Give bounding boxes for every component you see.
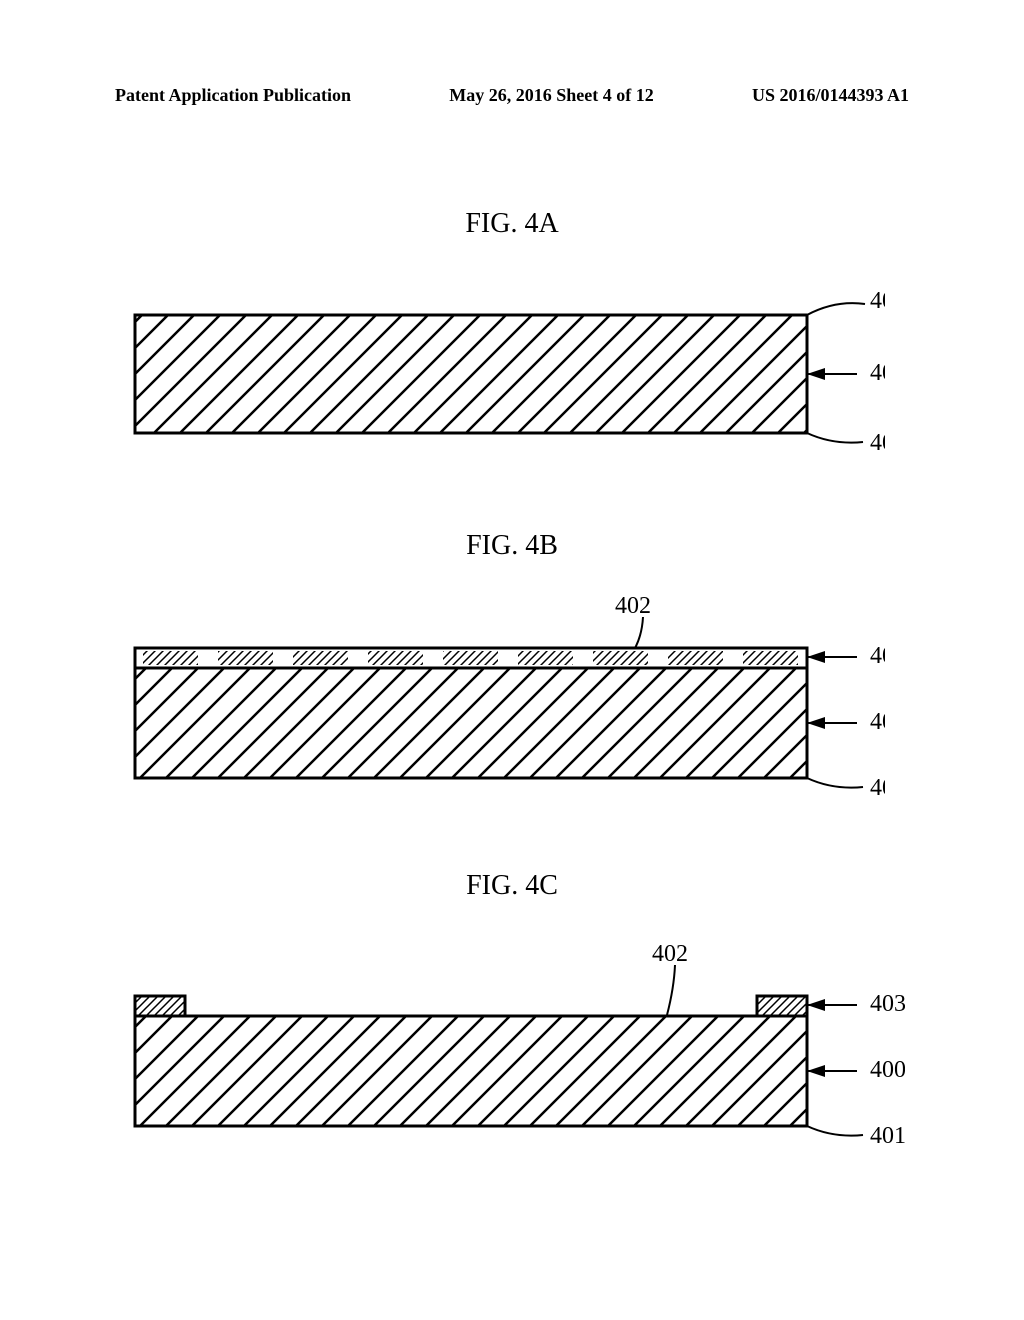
- figure-4a: 402 400 401: [115, 290, 885, 460]
- label-402-top: 402: [652, 943, 688, 967]
- label-402: 402: [870, 290, 885, 314]
- header-right: US 2016/0144393 A1: [752, 85, 909, 106]
- label-400: 400: [870, 1057, 905, 1083]
- label-401: 401: [870, 775, 885, 801]
- label-401: 401: [870, 430, 885, 456]
- figure-4b: 402 403 400 401: [115, 595, 885, 805]
- page-header: Patent Application Publication May 26, 2…: [0, 85, 1024, 106]
- top-segments: [143, 651, 798, 665]
- label-403: 403: [870, 991, 905, 1017]
- label-401: 401: [870, 1123, 905, 1149]
- header-left: Patent Application Publication: [115, 85, 351, 106]
- label-403: 403: [870, 643, 885, 669]
- figure-title-4b: FIG. 4B: [0, 530, 1024, 562]
- label-400: 400: [870, 360, 885, 386]
- figure-4c: 402 403 400 401: [115, 943, 885, 1153]
- header-center: May 26, 2016 Sheet 4 of 12: [449, 85, 653, 106]
- figure-title-4c: FIG. 4C: [0, 870, 1024, 902]
- figure-title-4a: FIG. 4A: [0, 208, 1024, 240]
- label-402-top: 402: [615, 595, 651, 619]
- label-400: 400: [870, 709, 885, 735]
